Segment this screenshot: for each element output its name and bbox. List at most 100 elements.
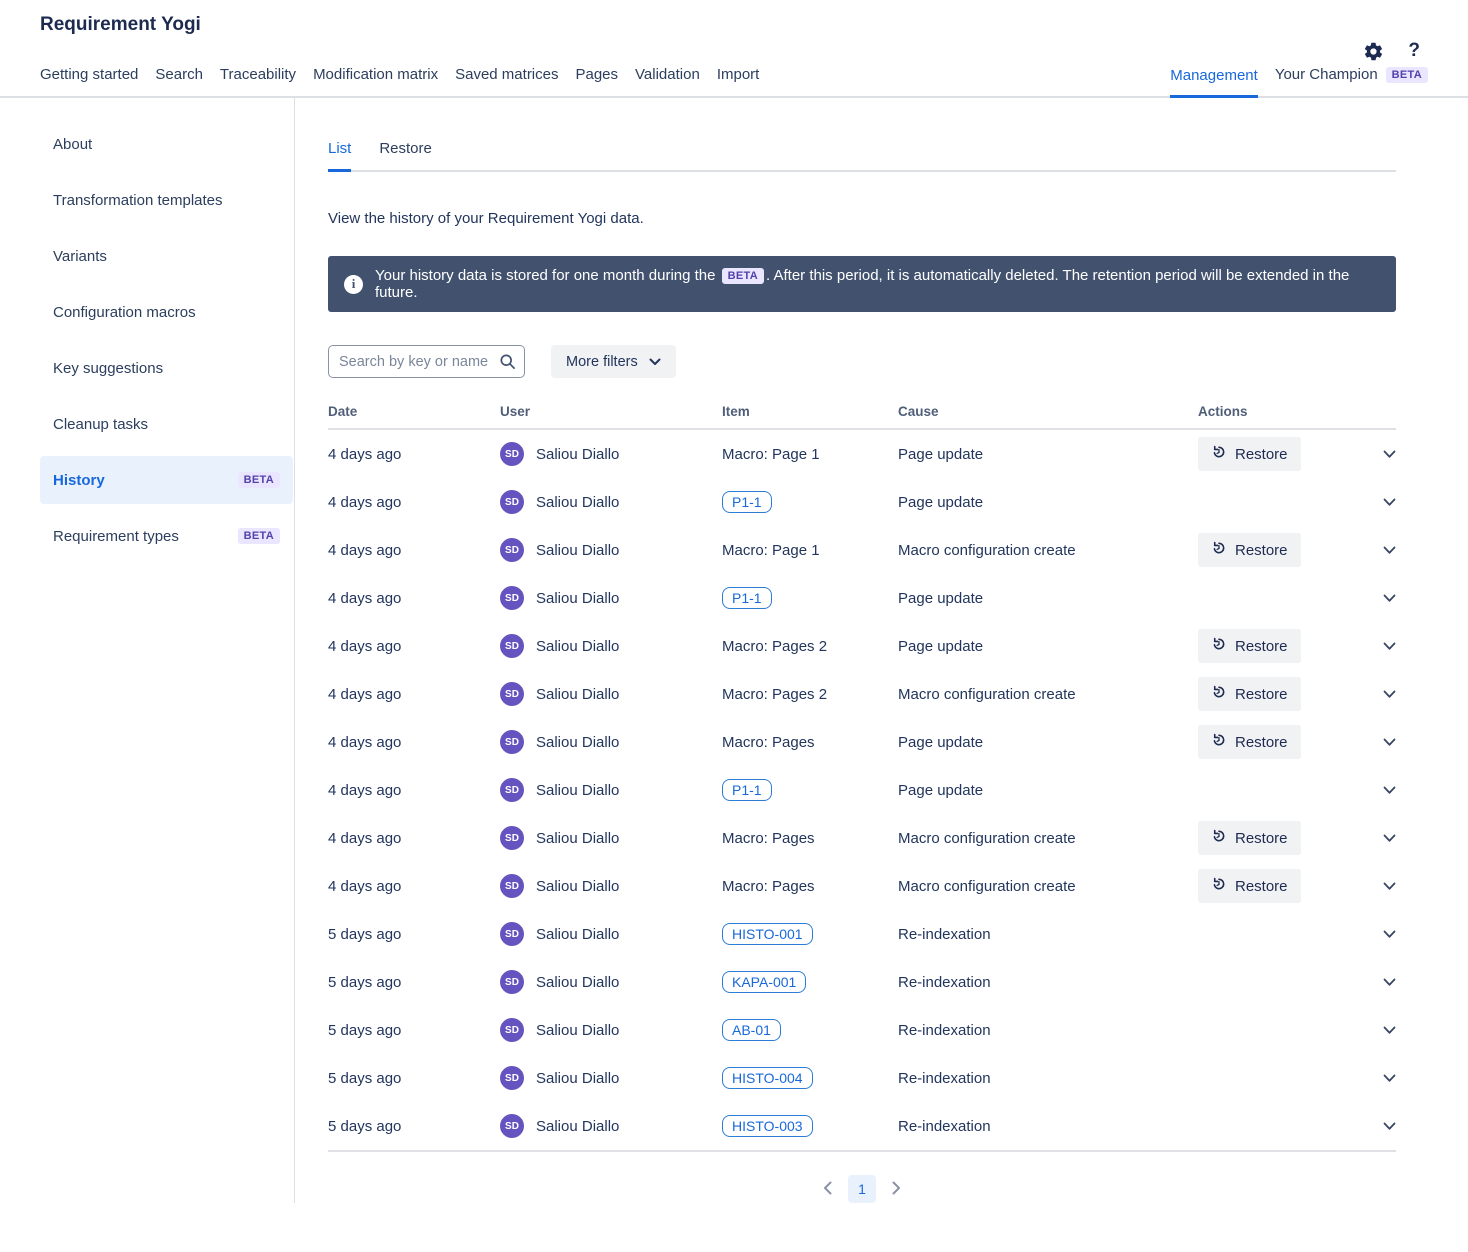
expand-row-button[interactable] [1383, 1022, 1396, 1039]
sidebar-item-transformation-templates[interactable]: Transformation templates [40, 176, 293, 224]
sidebar-item-label: History [53, 472, 105, 489]
restore-button[interactable]: Restore [1198, 533, 1301, 567]
restore-button[interactable]: Restore [1198, 677, 1301, 711]
expand-row-button[interactable] [1383, 542, 1396, 559]
expand-row-button[interactable] [1383, 1070, 1396, 1087]
restore-label: Restore [1235, 686, 1288, 703]
chevron-down-icon [1383, 782, 1396, 799]
nav-item-your-champion[interactable]: Your ChampionBETA [1275, 66, 1428, 96]
table-body: 4 days ago SD Saliou Diallo Macro: Page … [328, 430, 1396, 1150]
expand-row-button[interactable] [1383, 446, 1396, 463]
restore-button[interactable]: Restore [1198, 629, 1301, 663]
nav-item-modification-matrix[interactable]: Modification matrix [313, 66, 438, 96]
expand-row-button[interactable] [1383, 638, 1396, 655]
avatar: SD [500, 682, 524, 706]
restore-button[interactable]: Restore [1198, 437, 1301, 471]
row-item[interactable]: AB-01 [722, 1019, 781, 1041]
nav-item-validation[interactable]: Validation [635, 66, 700, 96]
avatar: SD [500, 730, 524, 754]
expand-row-button[interactable] [1383, 494, 1396, 511]
page-description: View the history of your Requirement Yog… [328, 210, 1396, 227]
nav-item-management[interactable]: Management [1170, 67, 1258, 98]
page-number-button[interactable]: 1 [848, 1175, 876, 1203]
row-user: SD Saliou Diallo [500, 1114, 722, 1138]
nav-item-traceability[interactable]: Traceability [220, 66, 296, 96]
sidebar-item-variants[interactable]: Variants [40, 232, 293, 280]
row-user-name: Saliou Diallo [536, 638, 619, 655]
avatar: SD [500, 490, 524, 514]
nav-item-label: Your Champion [1275, 66, 1378, 83]
avatar: SD [500, 778, 524, 802]
sidebar-item-history[interactable]: HistoryBETA [40, 456, 293, 504]
expand-row-button[interactable] [1383, 590, 1396, 607]
chevron-down-icon [1383, 926, 1396, 943]
table-row: 4 days ago SD Saliou Diallo Macro: Pages… [328, 670, 1396, 718]
row-item[interactable]: P1-1 [722, 779, 772, 801]
chevron-down-icon [1383, 734, 1396, 751]
row-user-name: Saliou Diallo [536, 1118, 619, 1135]
row-user-name: Saliou Diallo [536, 830, 619, 847]
chevron-down-icon [1383, 446, 1396, 463]
next-page-button[interactable] [888, 1177, 905, 1202]
row-cause: Macro configuration create [898, 542, 1198, 559]
row-item[interactable]: P1-1 [722, 491, 772, 513]
row-date: 5 days ago [328, 926, 500, 943]
avatar: SD [500, 634, 524, 658]
row-date: 4 days ago [328, 734, 500, 751]
previous-page-button[interactable] [819, 1177, 836, 1202]
row-cause: Page update [898, 734, 1198, 751]
nav-item-saved-matrices[interactable]: Saved matrices [455, 66, 558, 96]
chevron-right-icon [892, 1181, 901, 1198]
row-date: 4 days ago [328, 830, 500, 847]
row-item: Macro: Page 1 [722, 542, 820, 559]
expand-row-button[interactable] [1383, 1118, 1396, 1135]
row-item[interactable]: HISTO-001 [722, 923, 813, 945]
avatar: SD [500, 586, 524, 610]
expand-row-button[interactable] [1383, 782, 1396, 799]
row-user: SD Saliou Diallo [500, 586, 722, 610]
row-item[interactable]: HISTO-004 [722, 1067, 813, 1089]
sidebar-item-configuration-macros[interactable]: Configuration macros [40, 288, 293, 336]
chevron-down-icon [1383, 830, 1396, 847]
restore-button[interactable]: Restore [1198, 725, 1301, 759]
row-user-name: Saliou Diallo [536, 734, 619, 751]
row-item: Macro: Pages [722, 878, 815, 895]
row-item[interactable]: KAPA-001 [722, 971, 806, 993]
expand-row-button[interactable] [1383, 926, 1396, 943]
tab-restore[interactable]: Restore [379, 140, 432, 170]
table-row: 4 days ago SD Saliou Diallo Macro: Pages… [328, 814, 1396, 862]
nav-item-getting-started[interactable]: Getting started [40, 66, 138, 96]
row-cause: Macro configuration create [898, 878, 1198, 895]
nav-item-search[interactable]: Search [155, 66, 203, 96]
expand-row-button[interactable] [1383, 974, 1396, 991]
sidebar-item-cleanup-tasks[interactable]: Cleanup tasks [40, 400, 293, 448]
restore-icon [1211, 540, 1227, 560]
expand-row-button[interactable] [1383, 830, 1396, 847]
more-filters-button[interactable]: More filters [551, 345, 676, 378]
row-item[interactable]: P1-1 [722, 587, 772, 609]
row-user: SD Saliou Diallo [500, 442, 722, 466]
help-button[interactable]: ? [1408, 40, 1420, 62]
nav-item-pages[interactable]: Pages [575, 66, 618, 96]
nav-item-import[interactable]: Import [717, 66, 760, 96]
avatar: SD [500, 538, 524, 562]
sidebar-item-key-suggestions[interactable]: Key suggestions [40, 344, 293, 392]
sidebar-item-requirement-types[interactable]: Requirement typesBETA [40, 512, 293, 560]
search-input[interactable] [328, 345, 525, 378]
row-item: Macro: Pages 2 [722, 686, 827, 703]
column-header-date: Date [328, 404, 500, 419]
row-item[interactable]: HISTO-003 [722, 1115, 813, 1137]
avatar: SD [500, 874, 524, 898]
settings-button[interactable] [1363, 41, 1384, 62]
row-cause: Page update [898, 590, 1198, 607]
gear-icon [1363, 41, 1384, 62]
expand-row-button[interactable] [1383, 686, 1396, 703]
tab-list[interactable]: List [328, 140, 351, 172]
restore-button[interactable]: Restore [1198, 869, 1301, 903]
expand-row-button[interactable] [1383, 734, 1396, 751]
sidebar-item-label: Configuration macros [53, 304, 196, 321]
sidebar-item-about[interactable]: About [40, 120, 293, 168]
restore-button[interactable]: Restore [1198, 821, 1301, 855]
expand-row-button[interactable] [1383, 878, 1396, 895]
row-date: 5 days ago [328, 1118, 500, 1135]
